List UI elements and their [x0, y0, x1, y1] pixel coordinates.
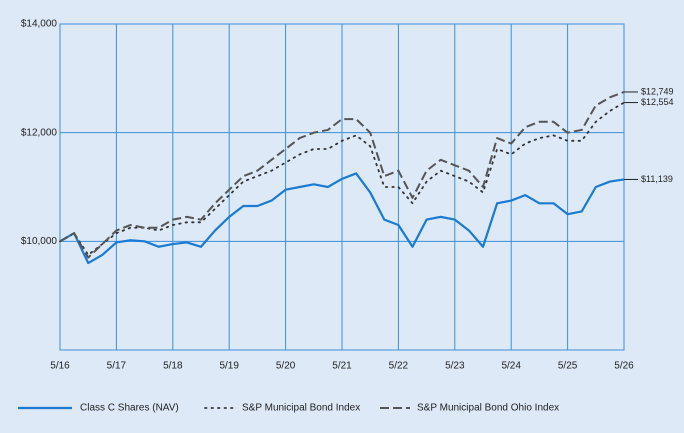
x-tick-label: 5/20 [276, 361, 296, 372]
y-tick-label: $10,000 [21, 236, 58, 247]
y-tick-label: $12,000 [21, 127, 58, 138]
end-label: $12,554 [641, 97, 674, 107]
series-line [59, 101, 625, 256]
x-tick-label: 5/22 [389, 361, 409, 372]
end-label: $12,749 [641, 86, 674, 96]
x-tick-label: 5/21 [332, 361, 352, 372]
x-tick-label: 5/17 [107, 361, 127, 372]
x-tick-label: 5/18 [163, 361, 183, 372]
series-line [59, 91, 625, 259]
x-tick-label: 5/24 [501, 361, 521, 372]
legend-label: S&P Municipal Bond Index [242, 403, 360, 414]
x-tick-label: 5/26 [614, 361, 634, 372]
end-label: $11,139 [641, 174, 673, 184]
x-tick-label: 5/25 [558, 361, 578, 372]
legend-label: Class C Shares (NAV) [80, 403, 179, 414]
y-tick-label: $14,000 [21, 19, 58, 30]
x-tick-label: 5/23 [445, 361, 465, 372]
x-tick-label: 5/19 [219, 361, 239, 372]
x-tick-label: 5/16 [50, 361, 70, 372]
series-line [59, 172, 625, 265]
legend-label: S&P Municipal Bond Ohio Index [417, 403, 559, 414]
